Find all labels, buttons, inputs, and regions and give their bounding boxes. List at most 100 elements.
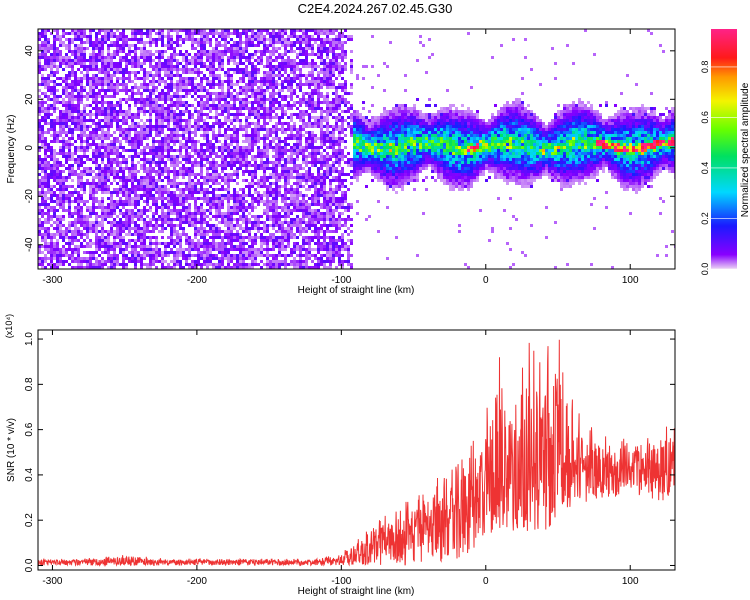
heatmap-cell <box>104 101 107 104</box>
heatmap-cell <box>254 206 257 209</box>
heatmap-cell <box>281 116 284 119</box>
heatmap-cell <box>197 56 200 59</box>
heatmap-cell <box>182 38 185 41</box>
heatmap-cell <box>113 41 116 44</box>
heatmap-cell <box>245 251 248 254</box>
heatmap-cell <box>209 65 212 68</box>
heatmap-cell <box>179 110 182 113</box>
heatmap-cell <box>227 155 230 158</box>
heatmap-cell <box>131 89 134 92</box>
heatmap-cell <box>71 233 74 236</box>
heatmap-cell <box>167 176 170 179</box>
heatmap-cell <box>260 176 263 179</box>
heatmap-cell <box>77 266 80 269</box>
heatmap-cell <box>128 194 131 197</box>
heatmap-cell <box>212 194 215 197</box>
heatmap-cell <box>251 110 254 113</box>
heatmap-cell <box>113 50 116 53</box>
heatmap-cell <box>233 29 236 32</box>
heatmap-cell <box>200 236 203 239</box>
heatmap-cell <box>68 140 71 143</box>
heatmap-cell <box>74 53 77 56</box>
heatmap-cell <box>41 161 44 164</box>
heatmap-cell <box>95 131 98 134</box>
heatmap-cell <box>53 176 56 179</box>
heatmap-cell <box>62 86 65 89</box>
heatmap-cell <box>185 125 188 128</box>
heatmap-cell <box>155 182 158 185</box>
heatmap-cell <box>215 140 218 143</box>
heatmap-cell <box>200 56 203 59</box>
heatmap-cell <box>65 113 68 116</box>
heatmap-cell <box>56 257 59 260</box>
heatmap-cell <box>59 113 62 116</box>
heatmap-cell <box>113 143 116 146</box>
heatmap-cell <box>278 185 281 188</box>
heatmap-cell <box>86 200 89 203</box>
heatmap-cell <box>230 176 233 179</box>
heatmap-cell <box>194 53 197 56</box>
heatmap-cell <box>50 80 53 83</box>
heatmap-cell <box>266 47 269 50</box>
heatmap-cell <box>143 104 146 107</box>
heatmap-cell <box>194 62 197 65</box>
heatmap-cell <box>74 221 77 224</box>
heatmap-cell <box>164 191 167 194</box>
heatmap-cell <box>227 164 230 167</box>
heatmap-cell <box>86 263 89 266</box>
heatmap-cell <box>215 92 218 95</box>
heatmap-cell <box>212 47 215 50</box>
heatmap-cell <box>278 206 281 209</box>
heatmap-cell <box>62 197 65 200</box>
heatmap-cell <box>131 92 134 95</box>
heatmap-cell <box>116 152 119 155</box>
heatmap-cell <box>98 242 101 245</box>
heatmap-cell <box>191 113 194 116</box>
heatmap-cell <box>236 68 239 71</box>
heatmap-cell <box>182 233 185 236</box>
heatmap-cell <box>281 41 284 44</box>
heatmap-cell <box>95 215 98 218</box>
heatmap-cell <box>155 110 158 113</box>
heatmap-cell <box>251 29 254 32</box>
heatmap-cell <box>38 137 41 140</box>
heatmap-cell <box>281 215 284 218</box>
heatmap-cell <box>158 134 161 137</box>
heatmap-cell <box>92 122 95 125</box>
heatmap-cell <box>212 29 215 32</box>
heatmap-cell <box>110 221 113 224</box>
heatmap-cell <box>116 170 119 173</box>
heatmap-cell <box>59 170 62 173</box>
heatmap-cell <box>176 194 179 197</box>
heatmap-cell <box>89 209 92 212</box>
heatmap-cell <box>137 62 140 65</box>
heatmap-cell <box>272 83 275 86</box>
heatmap-cell <box>233 245 236 248</box>
heatmap-cell <box>209 179 212 182</box>
heatmap-cell <box>140 179 143 182</box>
heatmap-cell <box>80 122 83 125</box>
heatmap-cell <box>272 41 275 44</box>
heatmap-cell <box>119 170 122 173</box>
heatmap-cell <box>179 197 182 200</box>
heatmap-cell <box>125 233 128 236</box>
heatmap-cell <box>239 161 242 164</box>
heatmap-cell <box>194 41 197 44</box>
heatmap-cell <box>248 206 251 209</box>
heatmap-cell <box>245 230 248 233</box>
heatmap-cell <box>170 164 173 167</box>
heatmap-cell <box>47 41 50 44</box>
heatmap-cell <box>86 41 89 44</box>
heatmap-cell <box>170 89 173 92</box>
heatmap-cell <box>251 260 254 263</box>
heatmap-cell <box>275 137 278 140</box>
heatmap-cell <box>92 44 95 47</box>
heatmap-cell <box>41 125 44 128</box>
heatmap-cell <box>284 212 287 215</box>
heatmap-cell <box>140 212 143 215</box>
heatmap-cell <box>110 152 113 155</box>
heatmap-cell <box>83 50 86 53</box>
heatmap-cell <box>179 188 182 191</box>
heatmap-cell <box>137 203 140 206</box>
heatmap-cell <box>158 140 161 143</box>
